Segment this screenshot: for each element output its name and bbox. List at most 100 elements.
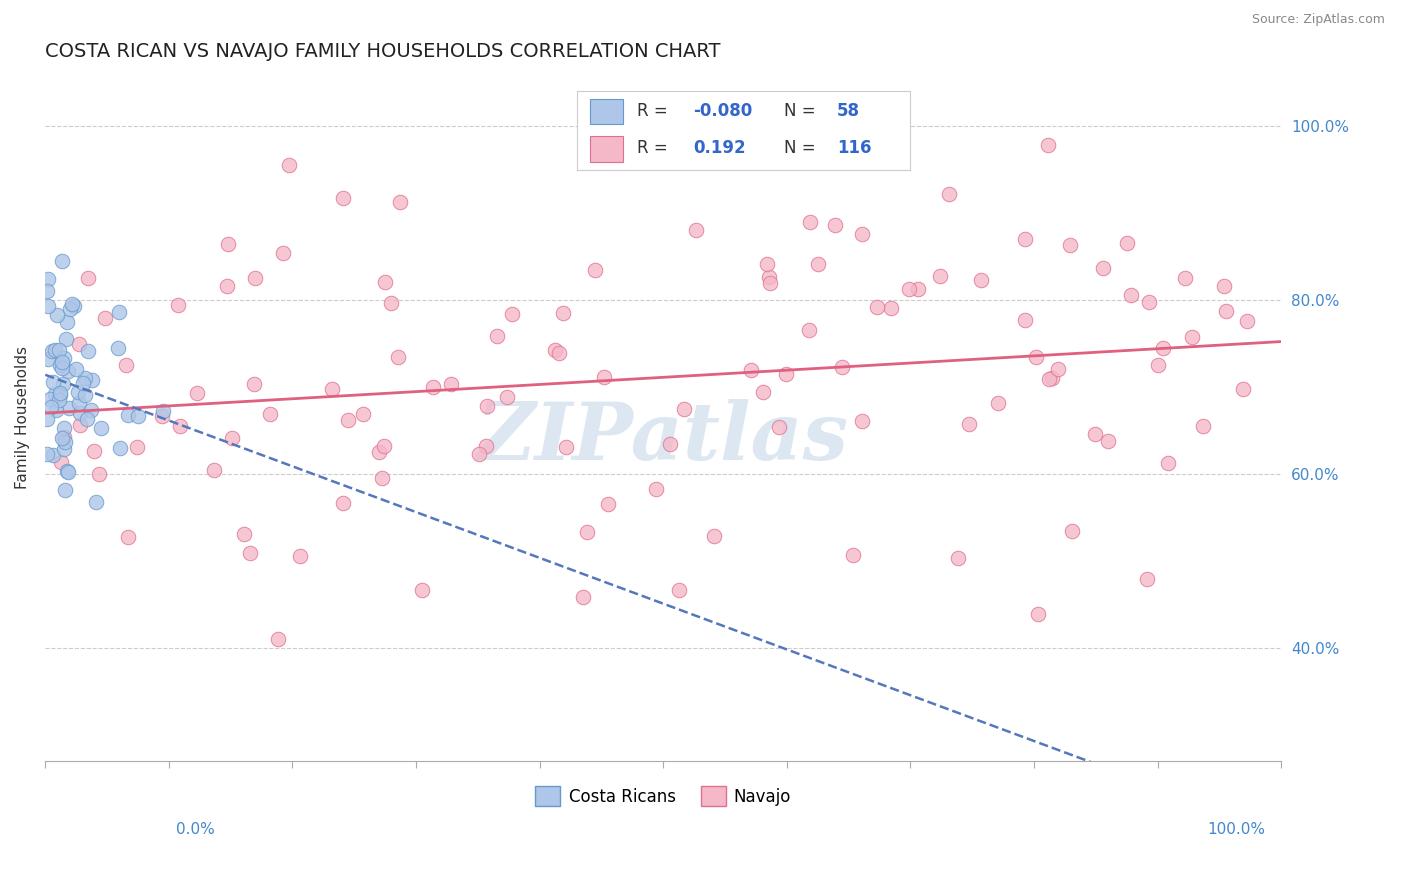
Point <box>475 439 498 453</box>
Point <box>117 409 139 423</box>
Point <box>389 194 412 209</box>
Point <box>799 323 821 337</box>
Point <box>53 434 76 449</box>
Point <box>52 376 75 391</box>
Point <box>127 440 149 454</box>
Point <box>1152 341 1174 355</box>
Point <box>321 382 343 396</box>
Point <box>1174 270 1197 285</box>
Point <box>374 276 396 290</box>
Point <box>866 301 889 315</box>
Text: COSTA RICAN VS NAVAJO FAMILY HOUSEHOLDS CORRELATION CHART: COSTA RICAN VS NAVAJO FAMILY HOUSEHOLDS … <box>45 42 721 61</box>
Point <box>824 218 846 232</box>
Point <box>583 262 606 277</box>
Point <box>851 414 873 428</box>
Point <box>467 446 489 460</box>
Point <box>957 417 980 431</box>
Point <box>84 494 107 508</box>
Point <box>89 467 111 481</box>
Point <box>239 546 262 560</box>
Point <box>186 385 208 400</box>
Point <box>37 272 59 286</box>
Point <box>56 465 79 479</box>
Point <box>1014 232 1036 246</box>
Point <box>807 257 830 271</box>
Point <box>49 387 72 401</box>
Point <box>35 412 58 426</box>
Point <box>1119 287 1142 301</box>
Point <box>53 429 76 443</box>
Point <box>41 343 63 358</box>
Text: ZIPatlas: ZIPatlas <box>477 399 849 476</box>
Point <box>831 359 853 374</box>
Point <box>245 270 267 285</box>
Point <box>48 359 70 373</box>
Point <box>970 272 993 286</box>
Point <box>1014 313 1036 327</box>
Point <box>79 403 101 417</box>
Point <box>44 386 66 401</box>
Point <box>672 401 695 416</box>
Point <box>645 482 668 496</box>
Point <box>267 632 290 647</box>
Point <box>69 406 91 420</box>
Point <box>373 439 395 453</box>
Point <box>501 307 523 321</box>
Point <box>169 418 191 433</box>
Point <box>598 497 620 511</box>
Point <box>114 359 136 373</box>
Point <box>41 400 63 414</box>
Point <box>1026 607 1049 622</box>
Point <box>56 364 79 378</box>
Point <box>41 448 63 462</box>
Point <box>1025 350 1047 364</box>
Point <box>51 354 73 368</box>
Point <box>52 442 75 456</box>
Point <box>551 306 574 320</box>
Point <box>44 343 66 358</box>
Point <box>51 254 73 268</box>
Point <box>83 443 105 458</box>
Point <box>60 297 83 311</box>
Point <box>572 590 595 604</box>
Point <box>51 431 73 445</box>
Point <box>851 227 873 242</box>
Point <box>51 361 73 376</box>
Point <box>55 315 77 329</box>
Point <box>658 436 681 450</box>
Point <box>1060 524 1083 538</box>
Point <box>221 431 243 445</box>
Text: 0.0%: 0.0% <box>176 822 215 837</box>
Point <box>496 391 519 405</box>
Point <box>52 351 75 366</box>
Point <box>1181 330 1204 344</box>
Point <box>1084 426 1107 441</box>
Point <box>278 158 301 172</box>
Legend: Costa Ricans, Navajo: Costa Ricans, Navajo <box>527 778 800 814</box>
Point <box>59 301 82 316</box>
Point <box>67 336 90 351</box>
Point <box>332 191 354 205</box>
Text: Source: ZipAtlas.com: Source: ZipAtlas.com <box>1251 13 1385 27</box>
Point <box>37 300 59 314</box>
Point <box>42 375 65 389</box>
Point <box>45 403 67 417</box>
Point <box>380 296 402 310</box>
Point <box>53 483 76 497</box>
Point <box>1097 434 1119 448</box>
Point <box>758 270 780 285</box>
Point <box>259 408 281 422</box>
Point <box>367 444 389 458</box>
Point <box>166 298 188 312</box>
Point <box>58 401 80 415</box>
Point <box>45 308 67 322</box>
Point <box>202 463 225 477</box>
Point <box>48 343 70 358</box>
Point <box>53 420 76 434</box>
Point <box>758 277 780 291</box>
Point <box>907 282 929 296</box>
Point <box>352 407 374 421</box>
Point <box>703 529 725 543</box>
Point <box>576 525 599 540</box>
Point <box>67 395 90 409</box>
